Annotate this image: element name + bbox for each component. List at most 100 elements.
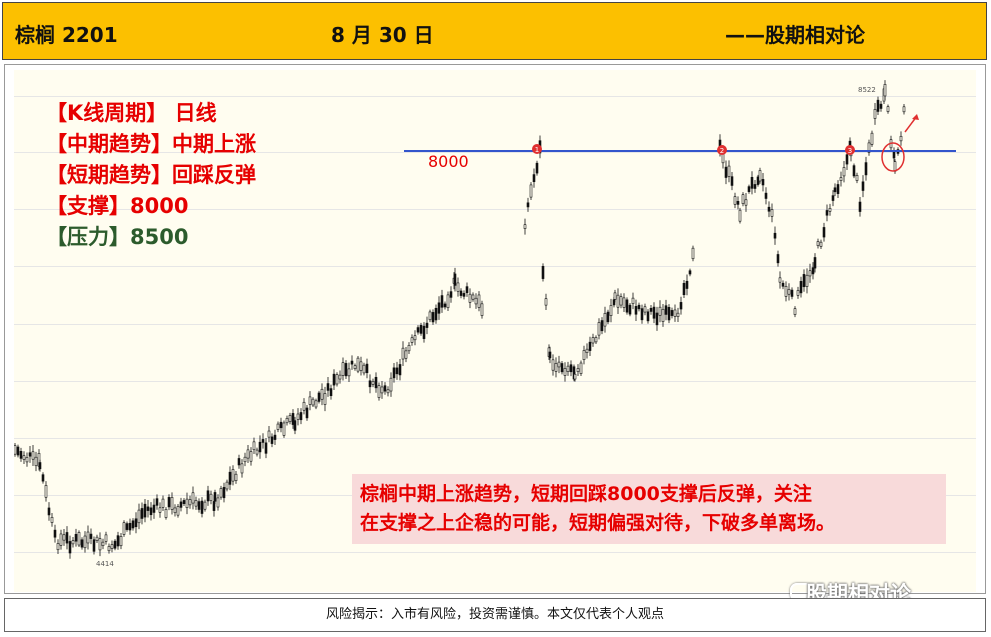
candle-body [47,507,51,516]
candle-body [273,434,277,440]
candle-body [125,523,129,530]
candle-body [852,165,856,177]
touch-marker-1-label: 1 [535,146,539,154]
candle-body [535,162,539,174]
candle-body [579,362,583,374]
candle-body [799,281,803,294]
candle-body [691,247,695,260]
candle-body [194,500,198,507]
candle-body [744,199,748,206]
candle-body [371,380,375,385]
candle-body [753,184,757,189]
candle-body [282,422,286,436]
candle-body [296,413,300,420]
candle-body [685,280,689,289]
candle-body [317,392,321,402]
candle-body [776,254,780,264]
candle-body [825,210,829,216]
candle-body [308,396,312,405]
candle-body [404,350,408,359]
candle-body [416,327,420,333]
candle-body [74,533,78,542]
candle-body [796,290,800,296]
candle-body [655,312,659,326]
candle-body [279,421,283,429]
candle-body [95,536,99,541]
candle-body [255,449,259,455]
candle-body [670,310,674,316]
candle-body [793,308,797,315]
candle-body [134,518,138,528]
candle-body [291,413,295,425]
candle-body [594,337,598,343]
candle-body [401,347,405,360]
candle-body [276,423,280,430]
mid-trend: 【中期趋势】中期上涨 [46,132,256,156]
candle-body [688,270,692,275]
grid-line [14,266,976,267]
candle-body [116,535,120,547]
candle-body [532,174,536,183]
candle-body [462,293,466,297]
candle-body [176,506,180,516]
candle-body [606,311,610,323]
candle-body [107,546,111,552]
candle-body [86,531,90,544]
candle-body [637,304,641,310]
candle-body [246,449,250,459]
candle-body [222,487,226,499]
candle-body [831,195,835,201]
candle-body [101,541,105,546]
candle-body [185,498,189,508]
candle-body [631,297,635,305]
candle-body [616,294,620,308]
candle-body [676,312,680,317]
candle-body [374,376,378,389]
candle-body [440,295,444,308]
grid-line [14,438,976,439]
candle-body [389,377,393,392]
candle-body [53,529,57,538]
candle-body [588,341,592,351]
candle-body [359,361,363,371]
high-price-label: 8522 [858,86,876,94]
candle-body [661,308,665,322]
touch-marker-1 [532,144,542,154]
candle-body [200,500,204,514]
candle-body [179,501,183,508]
candle-body [787,289,791,295]
grid-line [14,552,976,553]
candle-body [563,368,567,376]
candle-body [613,292,617,300]
candle-body [541,266,545,279]
candle-body [622,297,626,308]
candle-body [71,540,75,545]
candle-body [819,241,823,247]
candle-body [140,508,144,519]
candle-body [730,176,734,186]
candle-body [173,507,177,514]
candle-body [59,533,63,546]
candle-body [383,385,387,392]
candle-body [883,84,887,97]
candle-body [231,469,235,482]
candle-body [649,307,653,312]
candle-body [128,522,132,531]
touch-marker-3-label: 3 [848,147,852,155]
candle-body [83,535,87,549]
candle-body [902,106,906,113]
candle-body [62,534,66,541]
candle-body [240,463,244,474]
candle-body [338,374,342,380]
candle-body [582,350,586,360]
candle-body [225,481,229,490]
candle-body [143,503,147,518]
candle-body [326,383,330,391]
candle-body [523,224,527,229]
grid-line [14,209,976,210]
candle-body [422,325,426,339]
grid-line [14,152,976,153]
candle-body [640,308,644,321]
candle-body [323,393,327,405]
candle-body [597,322,601,336]
